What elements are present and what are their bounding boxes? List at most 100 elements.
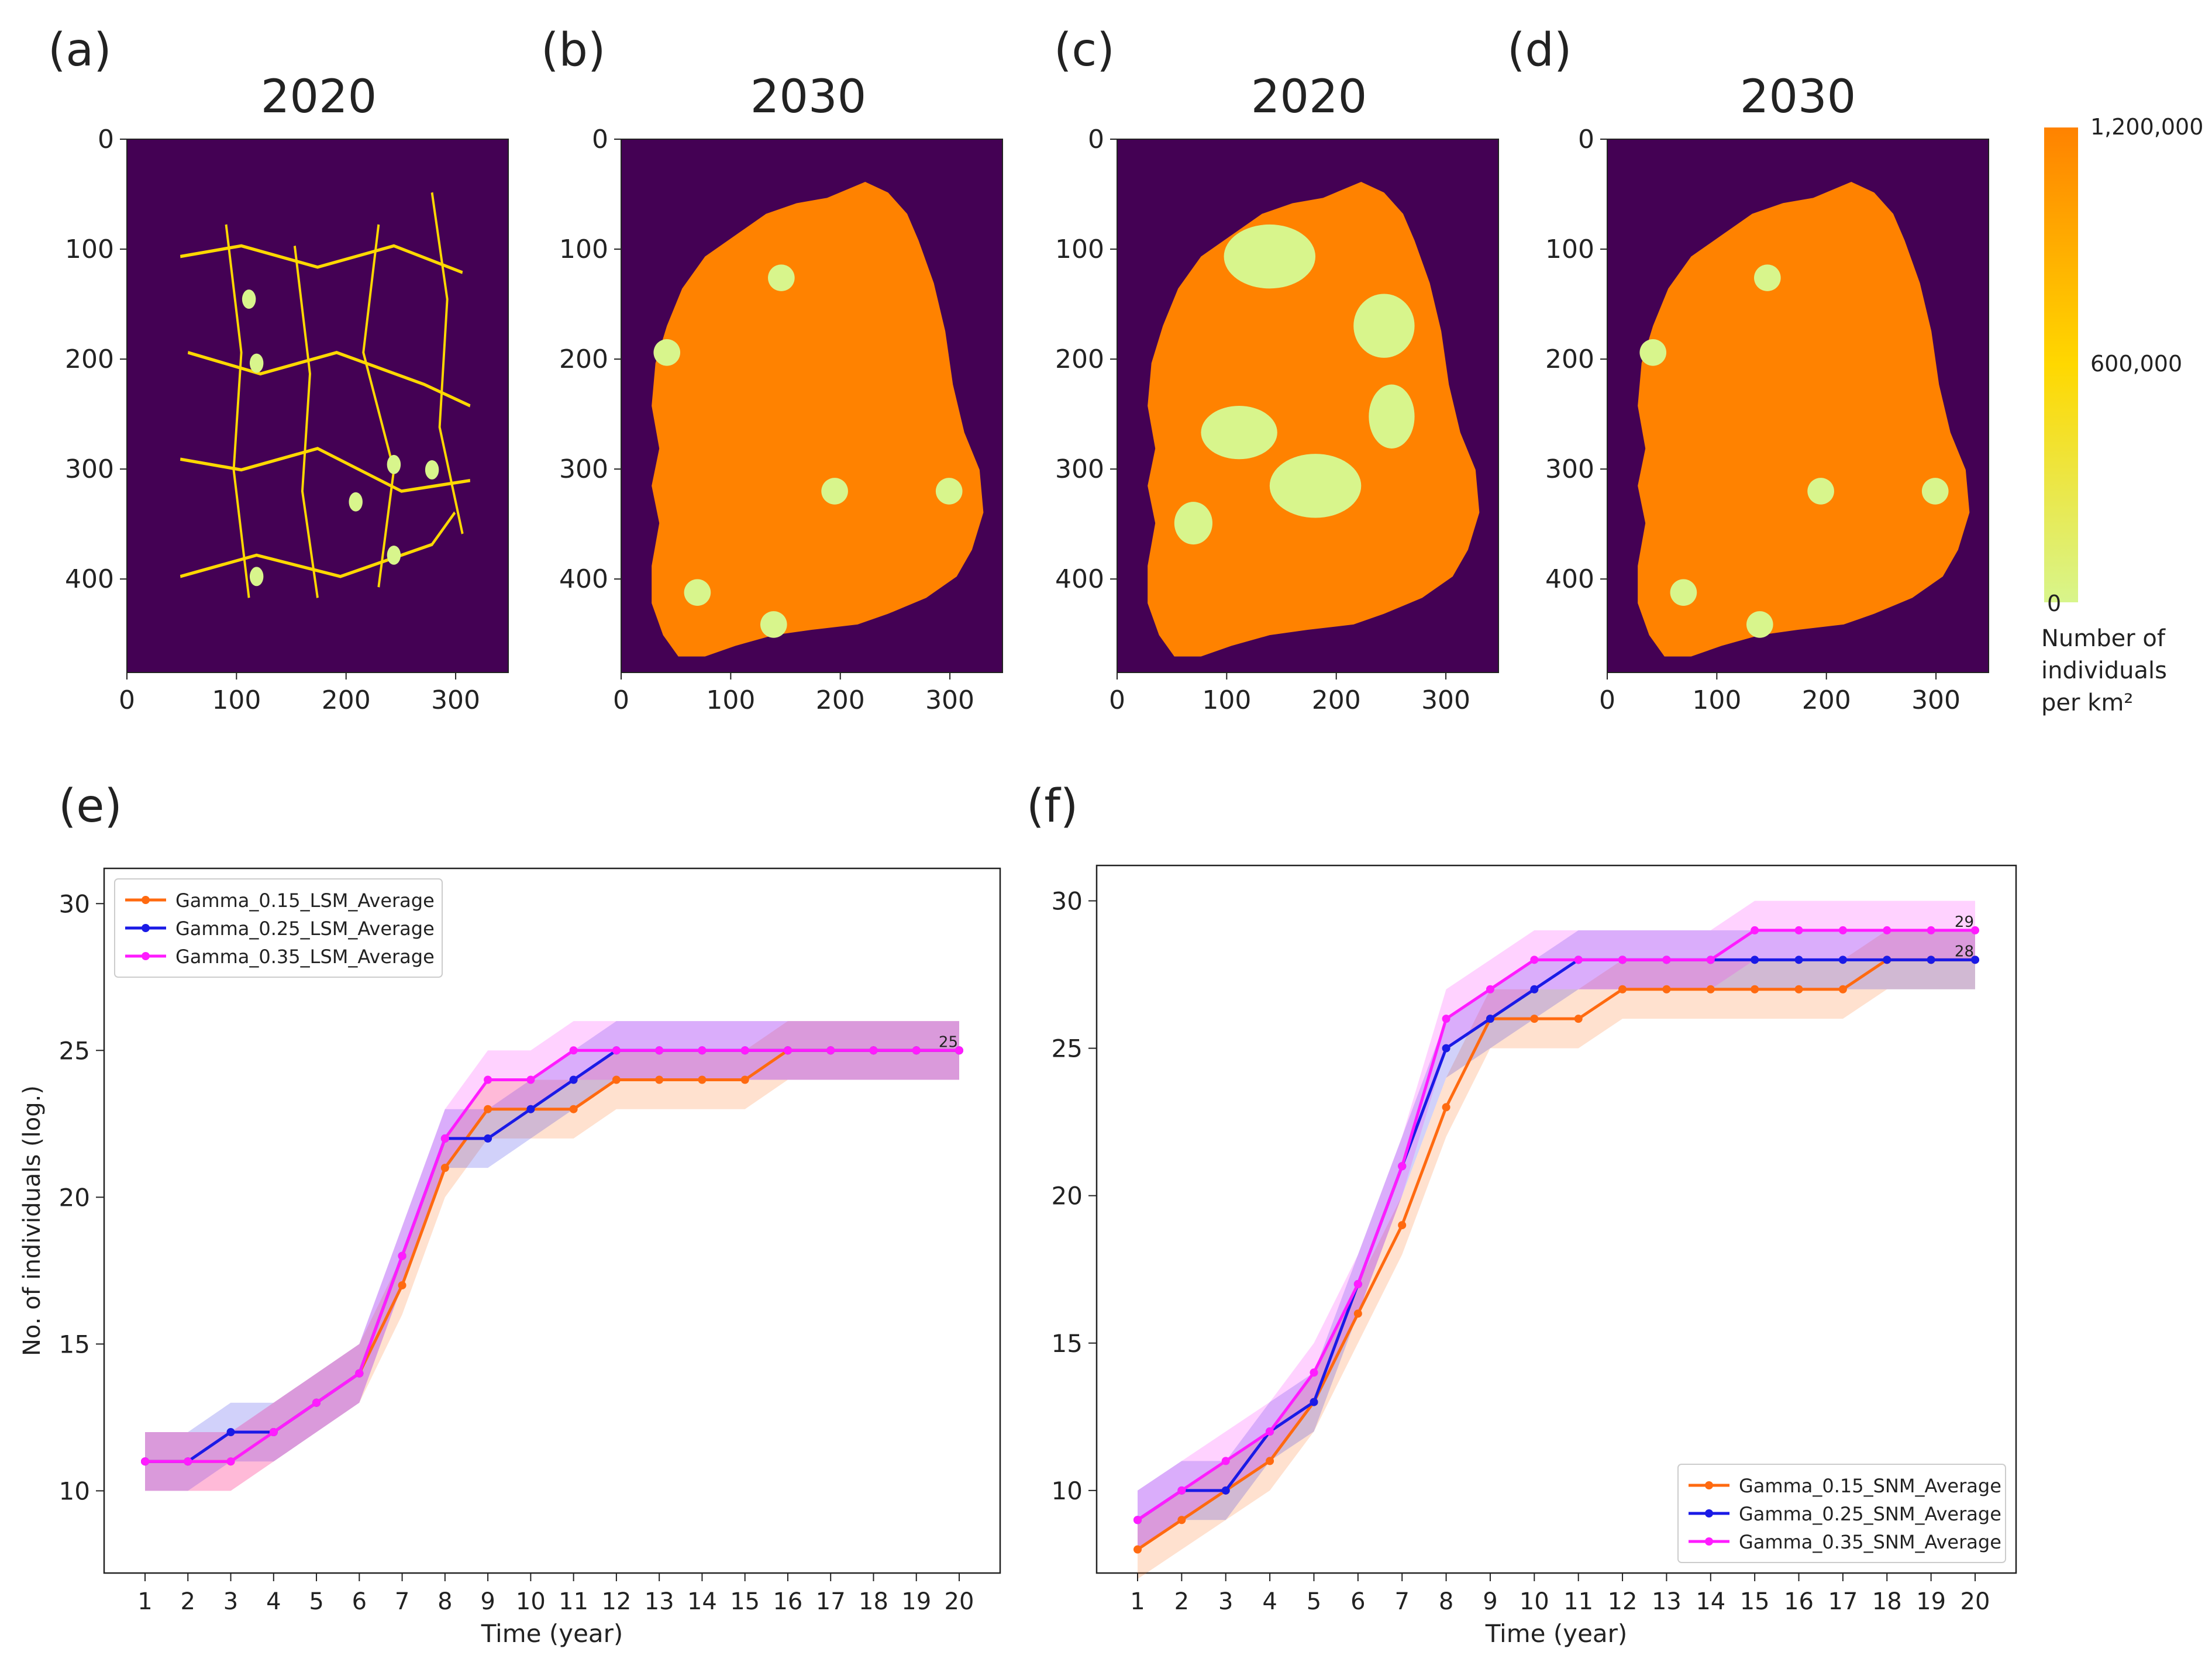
series-end-label: 28 xyxy=(1955,943,1974,960)
map-ytick-label: 100 xyxy=(1055,234,1104,264)
map-xtick-label: 200 xyxy=(1802,685,1851,715)
series-point xyxy=(1883,926,1891,934)
series-point xyxy=(1266,1427,1274,1436)
map-low-patch xyxy=(1754,264,1781,291)
map-city-dot xyxy=(387,454,401,474)
series-point xyxy=(612,1075,621,1084)
x-tick-label: 1 xyxy=(137,1588,152,1615)
x-tick-label: 20 xyxy=(945,1588,974,1615)
colorbar: 1,200,000 600,000 0 Number of individual… xyxy=(2041,114,2203,716)
series-point xyxy=(1927,956,1935,964)
colorbar-tick-mid: 600,000 xyxy=(2090,351,2182,377)
series-point xyxy=(1177,1486,1186,1495)
legend-label: Gamma_0.15_LSM_Average xyxy=(175,889,435,912)
map-low-patch xyxy=(1353,294,1415,358)
map-low-patch xyxy=(935,478,963,505)
series-point xyxy=(1794,956,1803,964)
series-point xyxy=(1221,1486,1230,1495)
x-tick-label: 19 xyxy=(1916,1588,1946,1615)
series-point xyxy=(655,1046,664,1055)
series-point xyxy=(1486,985,1494,994)
series-point xyxy=(1221,1457,1230,1465)
series-point xyxy=(312,1398,321,1407)
map-panel-year: 2030 xyxy=(1740,71,1856,123)
colorbar-tick-high: 1,200,000 xyxy=(2090,114,2203,140)
legend-marker xyxy=(142,924,150,932)
map-panels: (a) 2020 0 100 200 300 0 100 200 300 400 (b) 2030 0 10… xyxy=(48,24,1989,715)
series-point xyxy=(1794,926,1803,934)
y-tick-label: 10 xyxy=(1052,1477,1083,1505)
series-point xyxy=(1838,956,1847,964)
map-ytick-label: 100 xyxy=(65,234,114,264)
series-point xyxy=(955,1046,963,1055)
map-ytick-label: 400 xyxy=(559,564,608,594)
map-low-patch xyxy=(1921,478,1949,505)
series-point xyxy=(1574,1015,1583,1023)
series-line xyxy=(1136,958,1975,1551)
series-point xyxy=(226,1457,235,1466)
line-chart-e: 1 2 3 4 5 6 7 8 9 10 11 12 13 14 15 16 17 18 19 20101520253… xyxy=(19,867,1001,1648)
map-city-dot xyxy=(242,289,256,309)
series-point xyxy=(1662,956,1671,964)
x-tick-label: 18 xyxy=(1872,1588,1902,1615)
series-point xyxy=(1530,985,1539,994)
y-tick-label: 25 xyxy=(59,1036,90,1065)
legend-label: Gamma_0.35_SNM_Average xyxy=(1739,1531,2001,1553)
series-point xyxy=(1310,1398,1318,1406)
x-tick-label: 12 xyxy=(1608,1588,1638,1615)
map-low-patch xyxy=(1174,502,1212,545)
map-background xyxy=(126,139,509,673)
series-point xyxy=(1442,1015,1450,1023)
series-confidence-band xyxy=(1138,930,1975,1550)
map-land xyxy=(180,192,471,598)
series-point xyxy=(440,1134,449,1143)
x-tick-label: 11 xyxy=(559,1588,588,1615)
map-ytick-label: 200 xyxy=(65,344,114,374)
map-low-patch xyxy=(653,339,681,366)
y-tick-label: 25 xyxy=(1052,1034,1083,1063)
series-point xyxy=(1530,1015,1539,1023)
legend-label: Gamma_0.35_LSM_Average xyxy=(175,946,435,968)
map-road-line xyxy=(430,192,464,534)
map-low-patch xyxy=(1746,611,1773,638)
map-land-shape xyxy=(1638,181,1970,657)
series-point xyxy=(1574,956,1583,964)
map-xtick-label: 200 xyxy=(816,685,865,715)
map-ytick-label: 400 xyxy=(65,564,114,594)
map-low-patch xyxy=(684,579,711,606)
series-line xyxy=(1136,958,1975,1522)
series-point xyxy=(698,1046,707,1055)
map-ytick-label: 400 xyxy=(1055,564,1104,594)
map-road-line xyxy=(225,224,250,598)
map-xtick-label: 200 xyxy=(322,685,371,715)
panel-letter-e: (e) xyxy=(58,780,122,833)
series-end-label: 25 xyxy=(939,1033,958,1051)
map-low-patch xyxy=(821,478,848,505)
x-tick-label: 7 xyxy=(395,1588,409,1615)
map-ytick-label: 300 xyxy=(65,454,114,484)
map-low-patch xyxy=(1670,579,1697,606)
colorbar-gradient xyxy=(2044,127,2078,602)
colorbar-title-line-2: individuals xyxy=(2041,657,2167,684)
map-xtick-label: 300 xyxy=(1911,685,1961,715)
series-point xyxy=(440,1164,449,1172)
series-point xyxy=(783,1046,792,1055)
series-point xyxy=(569,1046,578,1055)
series-point xyxy=(1133,1516,1142,1525)
series-point xyxy=(1927,926,1935,934)
map-low-patch xyxy=(1807,478,1834,505)
y-tick-label: 30 xyxy=(1052,887,1083,916)
map-xtick-label: 100 xyxy=(1202,685,1251,715)
x-tick-label: 10 xyxy=(516,1588,546,1615)
map-panel-letter: (b) xyxy=(541,24,605,77)
map-ytick-label: 0 xyxy=(1578,125,1594,154)
series-point xyxy=(484,1134,492,1143)
series-point xyxy=(1442,1044,1450,1053)
map-road-line xyxy=(293,245,319,598)
series-point xyxy=(1177,1516,1186,1525)
y-tick-label: 20 xyxy=(59,1183,90,1212)
x-tick-label: 14 xyxy=(1696,1588,1725,1615)
map-ytick-label: 300 xyxy=(1545,454,1594,484)
y-tick-label: 15 xyxy=(59,1330,90,1358)
